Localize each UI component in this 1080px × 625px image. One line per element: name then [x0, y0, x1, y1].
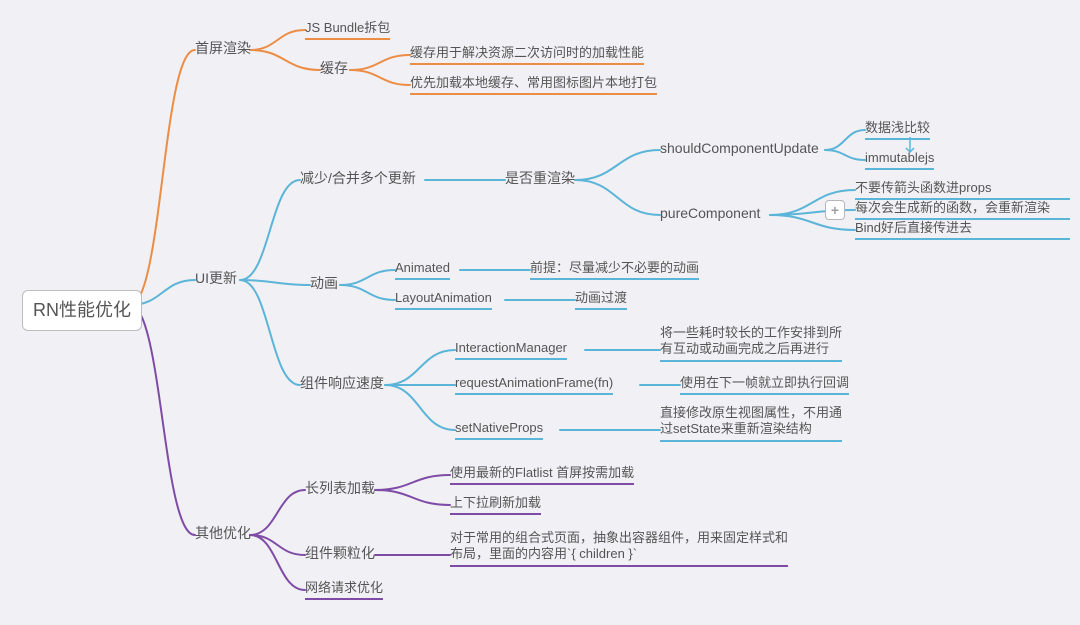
node-label: 优先加载本地缓存、常用图标图片本地打包 — [410, 75, 657, 90]
node-raf_note[interactable]: 使用在下一帧就立即执行回调 — [680, 375, 849, 395]
node-label: pureComponent — [660, 205, 760, 221]
node-label: RN性能优化 — [33, 300, 131, 320]
node-label: 使用最新的Flatlist 首屏按需加载 — [450, 465, 634, 480]
node-label: 缓存用于解决资源二次访问时的加载性能 — [410, 45, 644, 60]
node-purecomp_c[interactable]: Bind好后直接传进去 — [855, 220, 1070, 240]
node-respspeed[interactable]: 组件响应速度 — [300, 375, 384, 393]
node-label: 动画过渡 — [575, 290, 627, 305]
node-label: LayoutAnimation — [395, 290, 492, 305]
node-huancun_b[interactable]: 优先加载本地缓存、常用图标图片本地打包 — [410, 75, 657, 95]
node-label: 组件响应速度 — [300, 375, 384, 391]
node-label: 是否重渲染 — [505, 170, 575, 186]
node-im[interactable]: InteractionManager — [455, 340, 567, 360]
node-label: requestAnimationFrame(fn) — [455, 375, 613, 390]
node-other[interactable]: 其他优化 — [195, 525, 251, 543]
expand-button[interactable]: + — [825, 200, 845, 220]
node-label: Animated — [395, 260, 450, 275]
node-label: 上下拉刷新加载 — [450, 495, 541, 510]
node-label: 首屏渲染 — [195, 40, 251, 56]
node-snp_note[interactable]: 直接修改原生视图属性，不用通 过setState来重新渲染结构 — [660, 405, 842, 442]
node-reduce[interactable]: 减少/合并多个更新 — [300, 170, 416, 188]
node-shouping[interactable]: 首屏渲染 — [195, 40, 251, 58]
node-label: 数据浅比较 — [865, 120, 930, 135]
node-label: InteractionManager — [455, 340, 567, 355]
node-rerender[interactable]: 是否重渲染 — [505, 170, 575, 188]
node-label: 组件颗粒化 — [305, 545, 375, 561]
node-purecomp_b[interactable]: 每次会生成新的函数，会重新渲染 — [855, 200, 1070, 220]
node-label: 对于常用的组合式页面，抽象出容器组件，用来固定样式和 布局，里面的内容用`{ c… — [450, 530, 788, 561]
node-label: 动画 — [310, 275, 338, 291]
node-jsbundle[interactable]: JS Bundle拆包 — [305, 20, 390, 40]
node-snp[interactable]: setNativeProps — [455, 420, 543, 440]
node-purecomp[interactable]: pureComponent — [660, 205, 760, 223]
node-network[interactable]: 网络请求优化 — [305, 580, 383, 600]
node-ll_a[interactable]: 使用最新的Flatlist 首屏按需加载 — [450, 465, 634, 485]
node-label: 直接修改原生视图属性，不用通 过setState来重新渲染结构 — [660, 405, 842, 436]
node-label: 每次会生成新的函数，会重新渲染 — [855, 200, 1050, 215]
node-label: 网络请求优化 — [305, 580, 383, 595]
node-label: setNativeProps — [455, 420, 543, 435]
node-label: 缓存 — [320, 60, 348, 76]
node-scu_a[interactable]: 数据浅比较 — [865, 120, 930, 140]
node-huancun[interactable]: 缓存 — [320, 60, 348, 78]
node-longlist[interactable]: 长列表加载 — [305, 480, 375, 498]
node-layoutanim[interactable]: LayoutAnimation — [395, 290, 492, 310]
node-label: shouldComponentUpdate — [660, 140, 819, 156]
node-label: immutablejs — [865, 150, 934, 165]
node-ll_b[interactable]: 上下拉刷新加载 — [450, 495, 541, 515]
node-im_note[interactable]: 将一些耗时较长的工作安排到所 有互动或动画完成之后再进行 — [660, 325, 842, 362]
node-label: 其他优化 — [195, 525, 251, 541]
node-animated_note[interactable]: 前提：尽量减少不必要的动画 — [530, 260, 699, 280]
node-label: 不要传箭头函数进props — [855, 180, 992, 195]
node-anim[interactable]: 动画 — [310, 275, 338, 293]
node-label: JS Bundle拆包 — [305, 20, 390, 35]
node-label: UI更新 — [195, 270, 237, 286]
node-layoutanim_note[interactable]: 动画过渡 — [575, 290, 627, 310]
node-root[interactable]: RN性能优化 — [22, 290, 142, 331]
node-granular_note[interactable]: 对于常用的组合式页面，抽象出容器组件，用来固定样式和 布局，里面的内容用`{ c… — [450, 530, 788, 567]
node-label: Bind好后直接传进去 — [855, 220, 972, 235]
node-label: 使用在下一帧就立即执行回调 — [680, 375, 849, 390]
node-label: 减少/合并多个更新 — [300, 170, 416, 186]
node-label: 长列表加载 — [305, 480, 375, 496]
node-scu_b[interactable]: immutablejs — [865, 150, 934, 170]
node-label: 将一些耗时较长的工作安排到所 有互动或动画完成之后再进行 — [660, 325, 842, 356]
node-granular[interactable]: 组件颗粒化 — [305, 545, 375, 563]
node-label: 前提：尽量减少不必要的动画 — [530, 260, 699, 275]
node-huancun_a[interactable]: 缓存用于解决资源二次访问时的加载性能 — [410, 45, 644, 65]
node-raf[interactable]: requestAnimationFrame(fn) — [455, 375, 613, 395]
node-uiupdate[interactable]: UI更新 — [195, 270, 237, 288]
node-scu[interactable]: shouldComponentUpdate — [660, 140, 819, 158]
node-purecomp_a[interactable]: 不要传箭头函数进props — [855, 180, 1070, 200]
node-animated[interactable]: Animated — [395, 260, 450, 280]
